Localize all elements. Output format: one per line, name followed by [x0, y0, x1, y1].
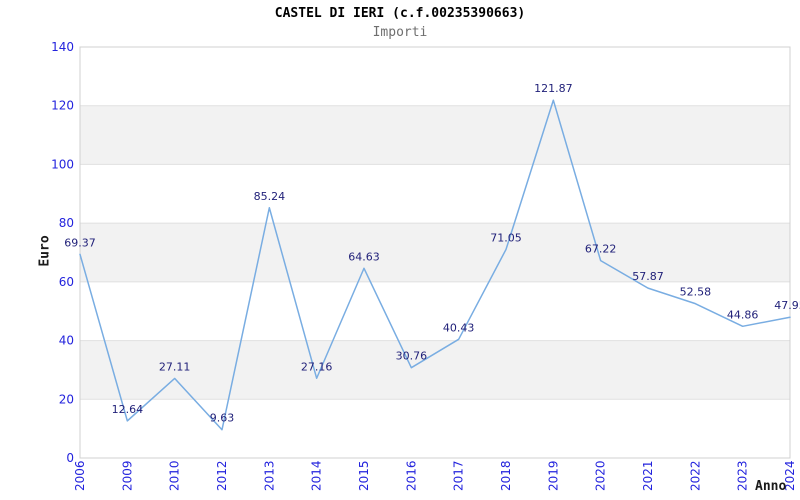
- data-line: [79, 99, 791, 431]
- data-point-label: 71.05: [490, 231, 522, 244]
- y-tick-label: 100: [51, 157, 74, 171]
- plot-border: [79, 46, 791, 459]
- data-point-label: 30.76: [396, 350, 428, 363]
- x-tick-label: 2010: [168, 460, 182, 491]
- data-point-label: 52.58: [680, 286, 712, 299]
- plot-band: [80, 223, 790, 282]
- data-point-label: 69.37: [64, 236, 96, 249]
- data-point-label: 67.22: [585, 243, 617, 256]
- x-tick-label: 2020: [594, 460, 608, 491]
- data-point-label: 44.86: [727, 308, 759, 321]
- data-point-label: 27.16: [301, 360, 333, 373]
- data-point-label: 57.87: [632, 270, 664, 283]
- y-tick-label: 0: [66, 451, 74, 465]
- x-tick-label: 2016: [404, 460, 418, 491]
- data-point-label: 9.63: [210, 412, 235, 425]
- x-tick-label: 2022: [688, 460, 702, 491]
- y-tick-label: 60: [59, 275, 74, 289]
- data-point-label: 64.63: [348, 250, 380, 263]
- data-point-label: 121.87: [534, 82, 573, 95]
- plot-band: [80, 340, 790, 400]
- y-tick-label: 40: [59, 334, 74, 348]
- x-tick-label: 2017: [452, 460, 466, 491]
- x-tick-label: 2012: [215, 460, 229, 491]
- data-point-label: 47.95: [774, 299, 800, 312]
- x-axis-title: Anno: [755, 479, 787, 494]
- x-tick-label: 2024: [783, 460, 797, 491]
- x-tick-label: 2019: [546, 460, 560, 491]
- x-tick-label: 2015: [357, 460, 371, 491]
- data-point-label: 12.64: [112, 403, 144, 416]
- y-tick-label: 80: [59, 216, 74, 230]
- x-tick-label: 2009: [120, 460, 134, 491]
- y-tick-label: 20: [59, 392, 74, 406]
- x-tick-label: 2006: [73, 460, 87, 491]
- data-point-label: 85.24: [254, 190, 286, 203]
- x-tick-label: 2014: [310, 460, 324, 491]
- y-axis-title: Euro: [37, 235, 53, 267]
- x-tick-label: 2018: [499, 460, 513, 491]
- x-tick-label: 2021: [641, 460, 655, 491]
- x-tick-label: 2013: [262, 460, 276, 491]
- y-tick-label: 120: [51, 99, 74, 113]
- chart-title: CASTEL DI IERI (c.f.00235390663): [274, 6, 526, 21]
- data-point-label: 40.43: [443, 321, 475, 334]
- chart-subtitle: Importi: [372, 25, 428, 40]
- y-tick-label: 140: [51, 40, 74, 54]
- x-tick-label: 2023: [736, 460, 750, 491]
- plot-band: [80, 105, 790, 165]
- data-point-label: 27.11: [159, 360, 191, 373]
